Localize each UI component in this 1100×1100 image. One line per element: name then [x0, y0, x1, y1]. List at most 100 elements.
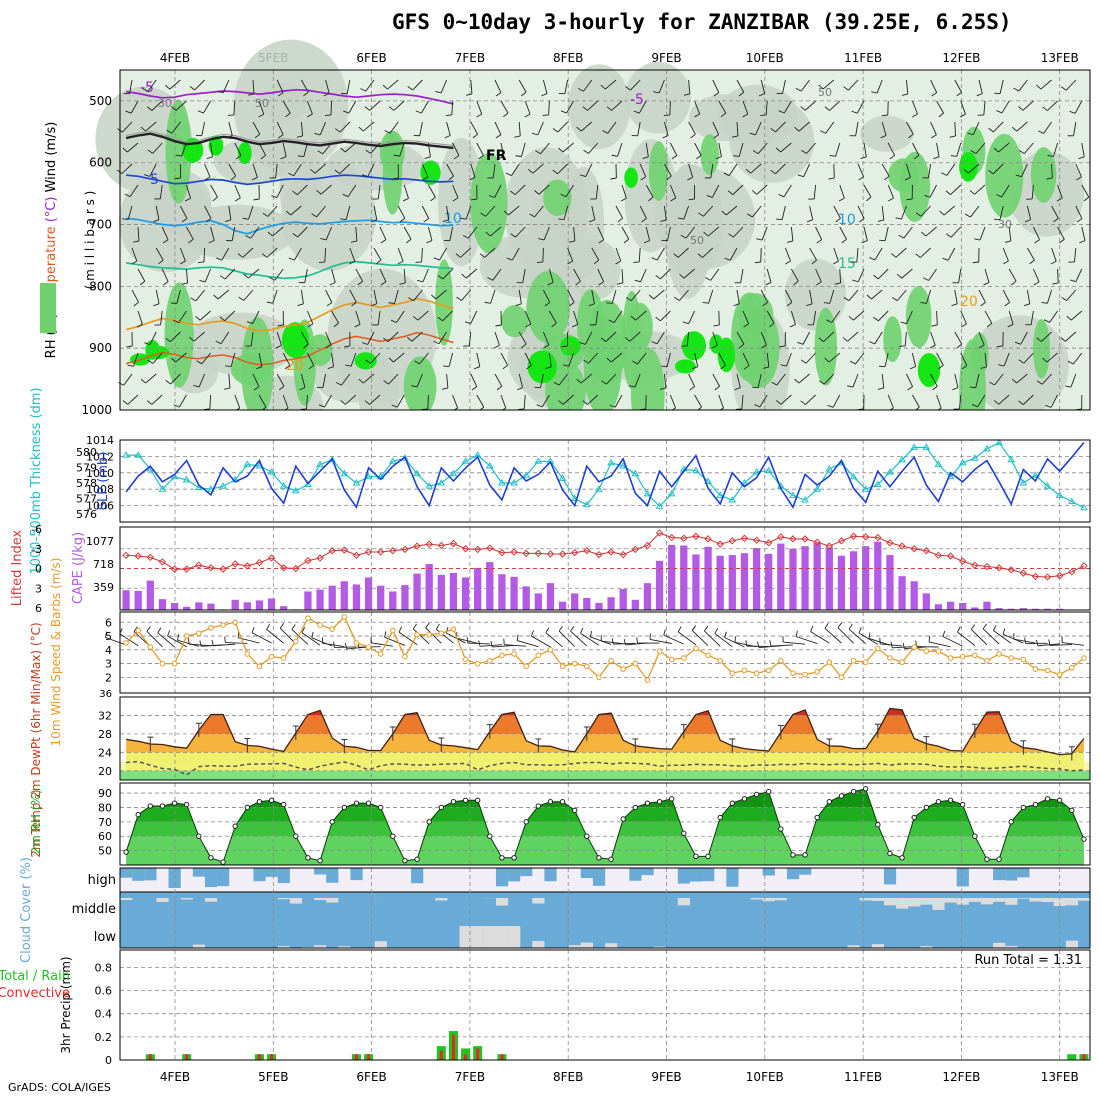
- mid-cloud-clear-cell: [762, 898, 775, 902]
- wind-barb: [950, 155, 957, 157]
- wind-barb: [224, 310, 236, 322]
- wind-speed-line: [125, 615, 1085, 682]
- wind-barb: [411, 331, 423, 342]
- low-cloud-clear-cell: [374, 941, 387, 948]
- wind-barb: [371, 219, 378, 223]
- wind-barb: [131, 289, 140, 303]
- pressure-tick-label: 700: [89, 218, 112, 232]
- surface-wind-barb: [251, 626, 255, 633]
- thickness-tick-label: 577: [76, 493, 97, 506]
- surface-wind-barb: [1048, 639, 1051, 646]
- slp-tick-label: 1010: [86, 467, 114, 480]
- lifted-index-marker: [716, 540, 724, 548]
- temp-fill-band: [126, 708, 1084, 716]
- contour-label: 50: [255, 97, 269, 110]
- cape-bar: [449, 572, 458, 610]
- wind-barb: [1018, 106, 1024, 111]
- cape-bar: [474, 567, 482, 610]
- rh-marker: [814, 814, 820, 821]
- wind-barb: [756, 184, 768, 195]
- rh-fill-band: [126, 821, 1084, 837]
- wind-speed-marker: [729, 670, 736, 677]
- wind-barb: [534, 205, 544, 218]
- rh-marker: [608, 856, 614, 862]
- wind-barb: [683, 205, 690, 220]
- low-cloud-clear-cell: [580, 942, 594, 948]
- cape-bar: [340, 581, 348, 610]
- wind-barb: [284, 364, 291, 370]
- thickness-marker: [449, 469, 458, 477]
- wind-barb: [320, 184, 332, 195]
- wind-barb: [1030, 310, 1034, 325]
- mid-cloud-clear-cell: [968, 898, 982, 902]
- cape-bar: [583, 597, 591, 610]
- wind-barb: [161, 268, 169, 282]
- low-cloud-clear-cell: [847, 945, 860, 948]
- wind-barb: [950, 184, 962, 195]
- wind-barb: [339, 163, 351, 175]
- wind-barb: [377, 310, 381, 325]
- contour-label: 10: [444, 211, 462, 227]
- surface-wind-barb: [1049, 644, 1072, 646]
- wind-barb: [884, 226, 889, 241]
- lifted-index-marker: [1043, 573, 1052, 581]
- surface-wind-barb: [445, 632, 466, 644]
- wind-barb: [707, 226, 720, 237]
- wind-barb: [276, 373, 285, 387]
- wind-barb: [598, 239, 605, 244]
- pressure-axis-label: ( m i l l i b a r s ): [83, 191, 97, 290]
- wind-barb: [327, 366, 334, 369]
- rh-saturated-region: [674, 359, 696, 374]
- wind-barb: [528, 168, 534, 174]
- wind-barb: [186, 226, 194, 240]
- wind-barb: [560, 110, 567, 114]
- wind-speed-marker: [244, 651, 251, 657]
- surface-wind-barb: [425, 627, 442, 644]
- wind-barb: [544, 302, 551, 307]
- wind-barb: [1022, 100, 1034, 111]
- wind-barb: [131, 260, 138, 265]
- wind-barb: [781, 205, 786, 220]
- wind-barb: [728, 163, 738, 176]
- wind-barb: [188, 238, 194, 244]
- wind-barb: [765, 282, 772, 286]
- wind-barb: [712, 121, 720, 135]
- wind-barb: [266, 247, 278, 258]
- wind-barb: [747, 213, 753, 218]
- contour-label: 5: [150, 172, 159, 188]
- wind-barb: [912, 394, 920, 408]
- rh-marker: [390, 833, 396, 839]
- lifted-index-marker: [461, 545, 470, 553]
- wind-barb: [789, 323, 796, 328]
- wind-barb: [996, 194, 1003, 198]
- wind-barb: [1008, 310, 1014, 325]
- wind-barb: [1045, 404, 1052, 408]
- surface-wind-barb: [691, 630, 709, 647]
- wind-barb: [887, 184, 894, 199]
- surface-wind-barb: [757, 641, 760, 648]
- wind-barb: [751, 190, 758, 195]
- wind-barb: [390, 319, 397, 324]
- wind-barb: [576, 126, 582, 132]
- rh-moist-region: [860, 115, 914, 152]
- cape-bar: [1007, 608, 1015, 610]
- rh-humid-region: [164, 282, 194, 388]
- wind-barb: [487, 277, 493, 281]
- wind-barb: [149, 163, 157, 177]
- rh-legend-swatch: [40, 283, 56, 333]
- rh-marker: [1056, 797, 1063, 803]
- lifted-index-marker: [195, 561, 203, 569]
- thickness-marker: [570, 494, 579, 501]
- wind-barb: [891, 297, 898, 301]
- wind-barb: [485, 205, 496, 217]
- wind-barb: [813, 310, 817, 325]
- high-cloud-cell: [641, 868, 654, 876]
- wind-barb: [655, 316, 661, 322]
- thickness-marker: [655, 502, 664, 509]
- wind-barb: [800, 79, 810, 92]
- wind-barb: [790, 226, 794, 241]
- wind-barb: [608, 319, 615, 323]
- wind-barb: [582, 106, 588, 111]
- wind-barb: [587, 394, 599, 405]
- wind-barb: [742, 352, 750, 366]
